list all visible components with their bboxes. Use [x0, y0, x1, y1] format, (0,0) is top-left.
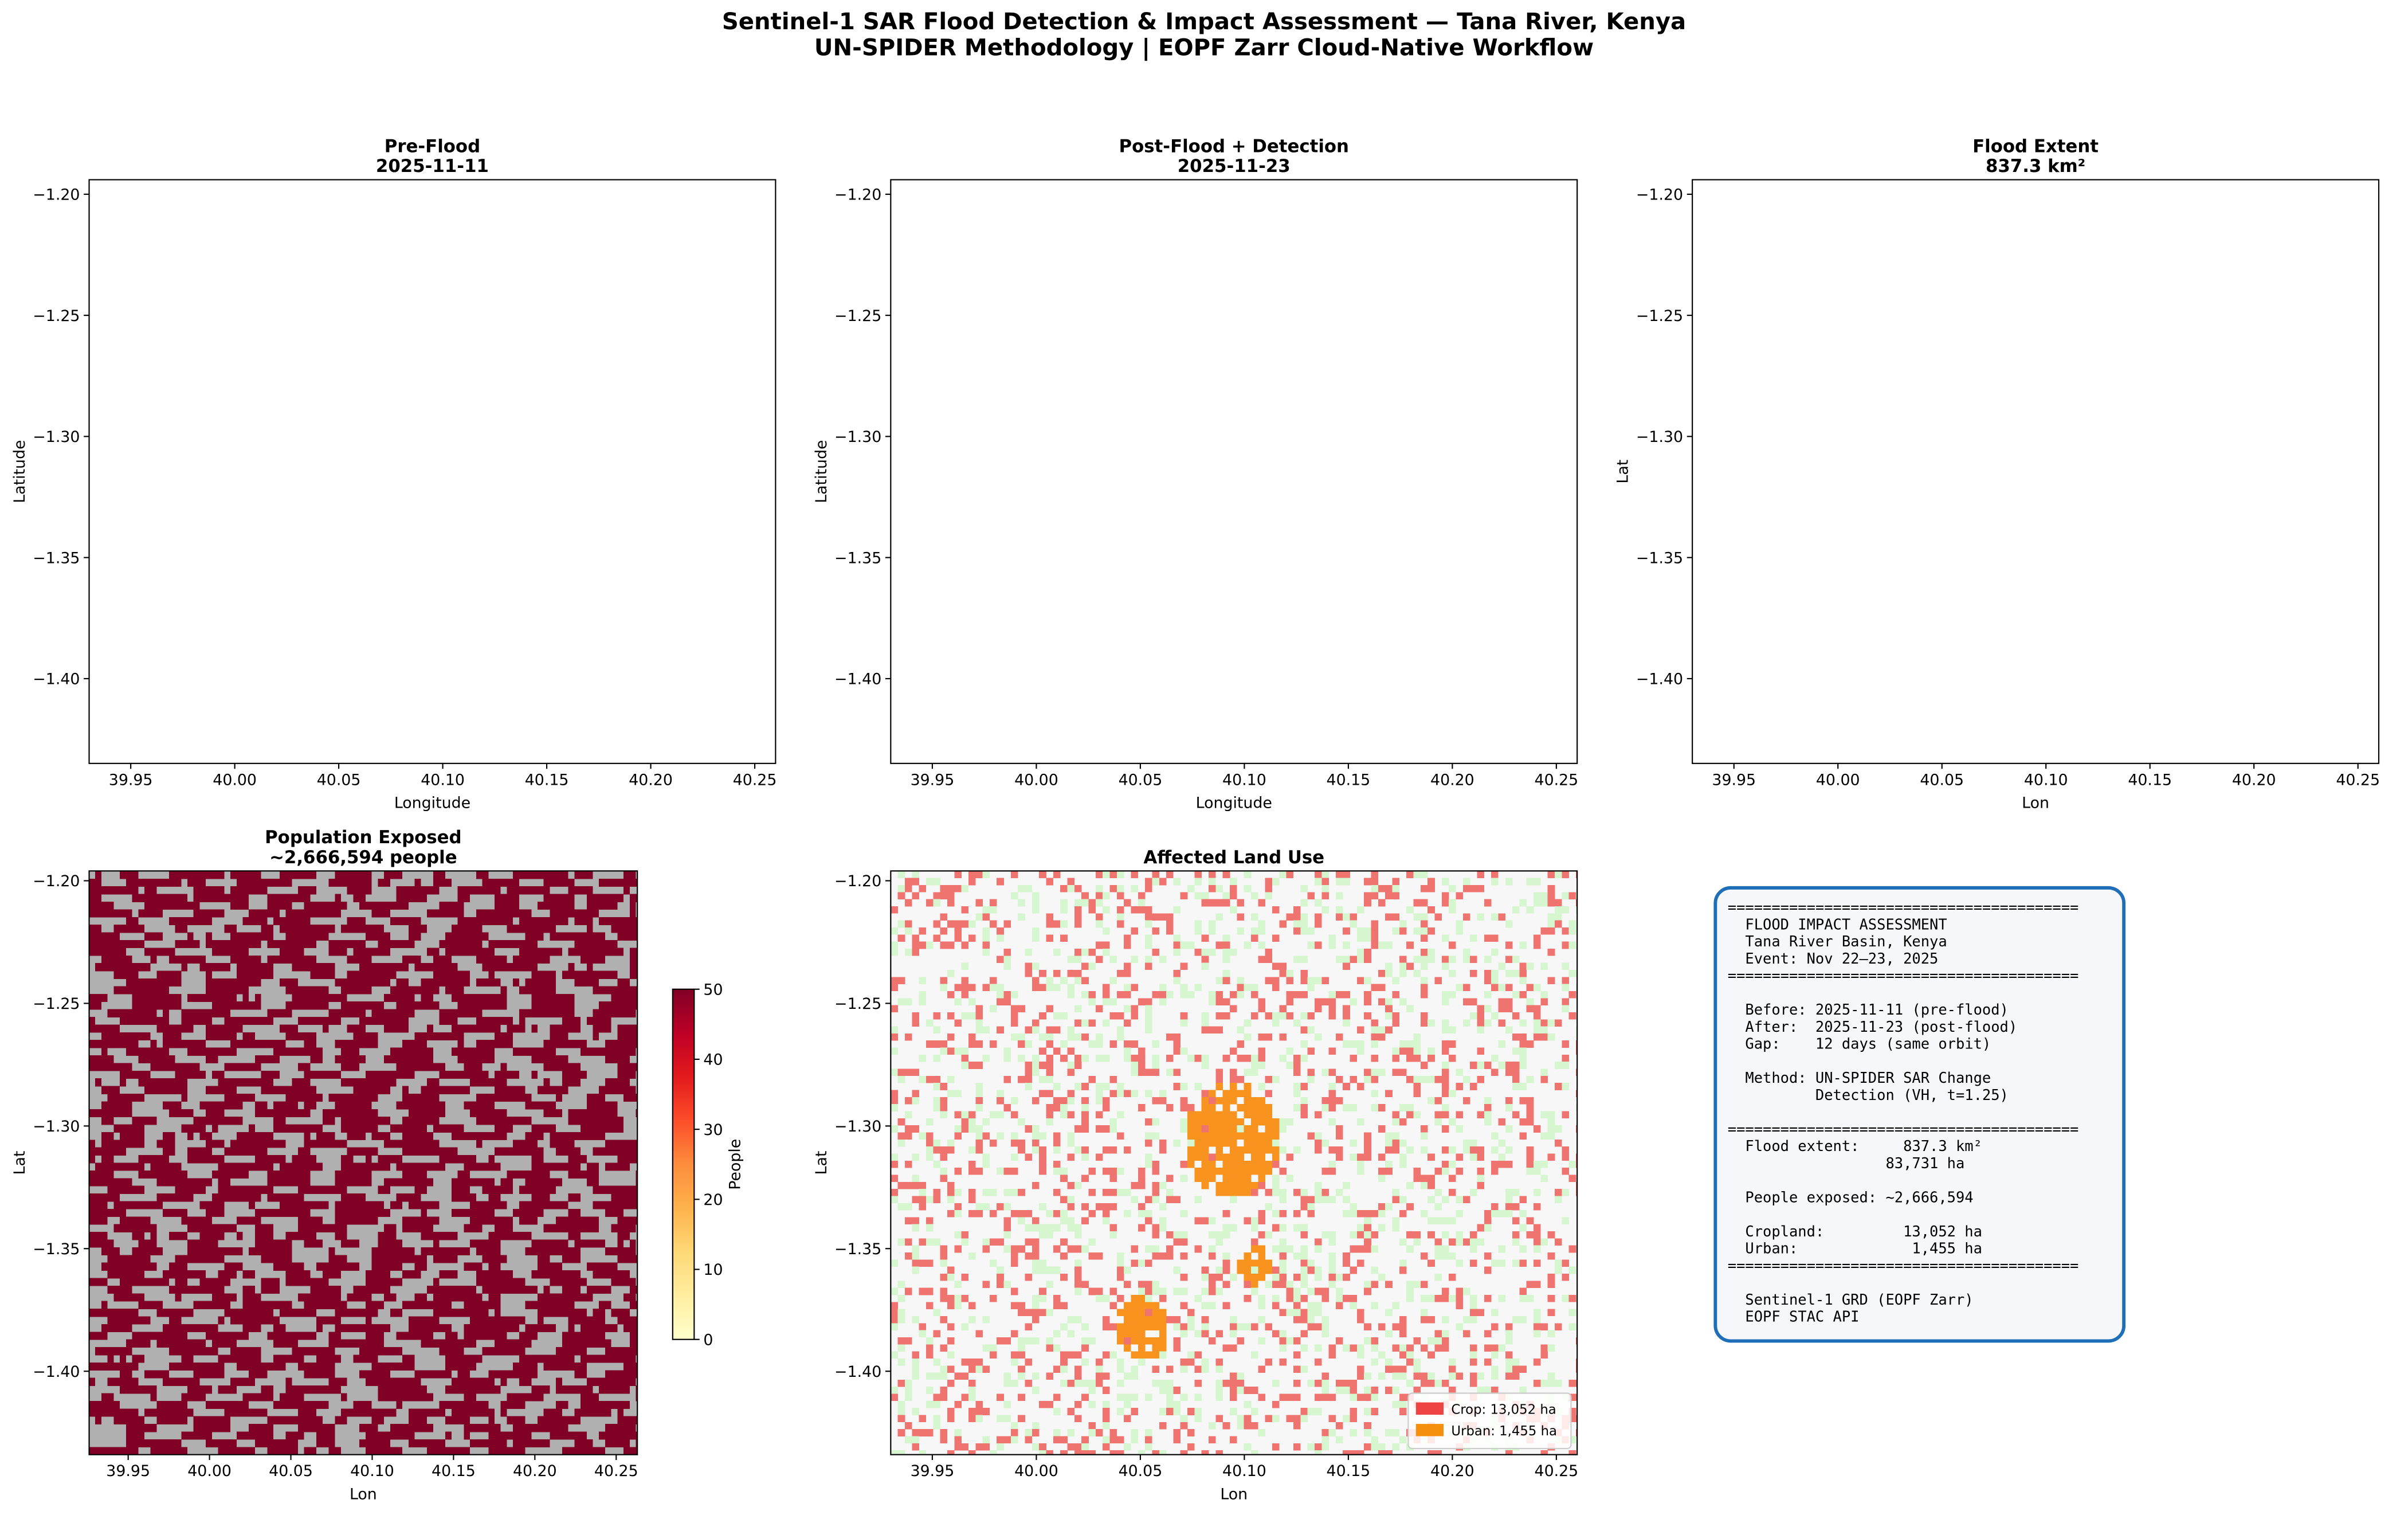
y-tick-label: −1.40 — [33, 671, 80, 688]
y-tick-label: −1.20 — [33, 186, 80, 204]
panel-title: 2025-11-11 — [376, 156, 489, 177]
y-tick-label: −1.25 — [33, 307, 80, 325]
x-tick-label: 40.05 — [317, 771, 361, 789]
panel-title: Pre-Flood — [385, 136, 480, 156]
y-axis-label: Latitude — [11, 440, 29, 503]
suptitle: Sentinel-1 SAR Flood Detection & Impact … — [722, 9, 1686, 35]
y-tick-label: −1.30 — [33, 428, 80, 446]
suptitle: UN-SPIDER Methodology | EOPF Zarr Cloud-… — [814, 34, 1594, 61]
x-tick-label: 40.15 — [525, 771, 569, 789]
x-tick-label: 40.10 — [421, 771, 465, 789]
x-axis-label: Longitude — [394, 794, 470, 812]
y-tick-label: −1.35 — [33, 549, 80, 567]
x-tick-label: 40.25 — [733, 771, 777, 789]
x-tick-label: 40.20 — [629, 771, 673, 789]
axes-frame — [88, 179, 776, 764]
x-tick-label: 40.00 — [213, 771, 257, 789]
x-tick-label: 39.95 — [109, 771, 153, 789]
